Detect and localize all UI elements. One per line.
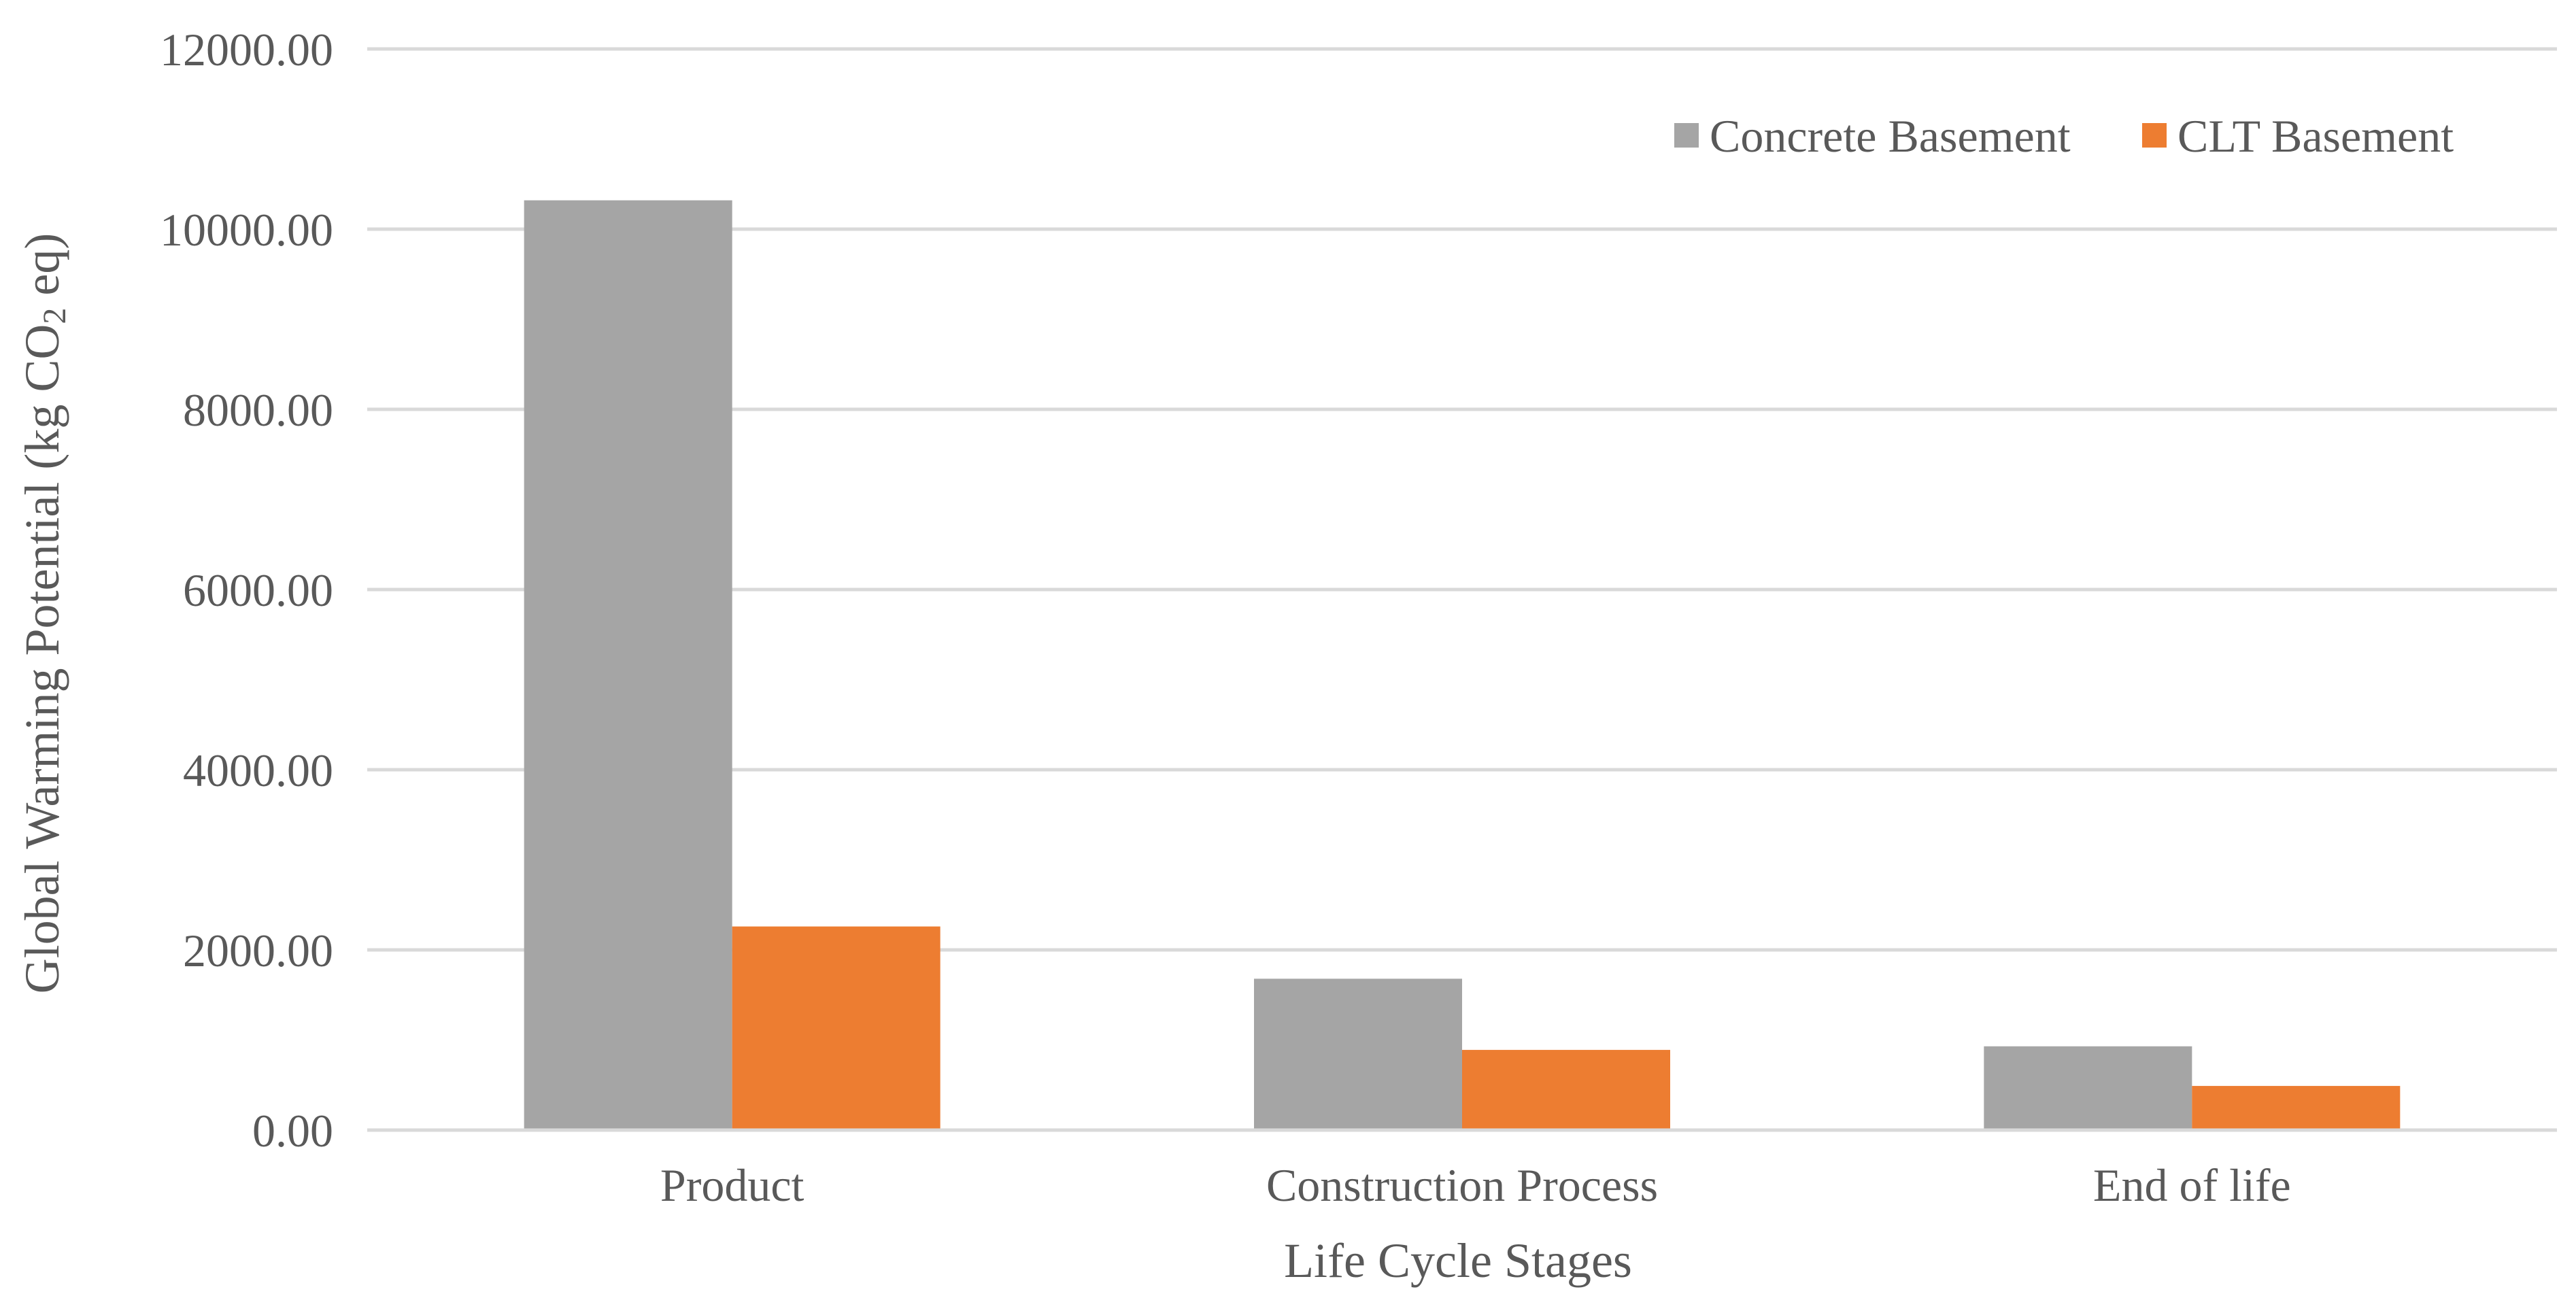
y-axis-title-main: Global Warming Potential (kg CO: [15, 324, 69, 994]
y-tick-label: 12000.00: [160, 24, 333, 75]
y-tick-label: 8000.00: [183, 384, 333, 436]
x-axis-categories: Product Construction Process End of life: [660, 1159, 2291, 1211]
y-axis-title: Global Warming Potential (kg CO2 eq): [15, 233, 73, 994]
x-category-label: Product: [660, 1159, 804, 1211]
x-axis-title: Life Cycle Stages: [1284, 1233, 1632, 1288]
bar-clt-basement-construction-process: [1462, 1050, 1670, 1130]
bar-concrete-basement-end-of-life: [1984, 1046, 2192, 1130]
y-tick-label: 10000.00: [160, 204, 333, 256]
y-tick-label: 0.00: [252, 1105, 333, 1157]
y-axis-title-end: eq): [15, 233, 69, 308]
bar-concrete-basement-product: [524, 200, 732, 1131]
legend-label-clt: CLT Basement: [2177, 110, 2454, 162]
y-tick-label: 2000.00: [183, 925, 333, 976]
y-axis-title-subscript: 2: [37, 308, 73, 324]
x-category-label: Construction Process: [1266, 1159, 1658, 1211]
legend-label-concrete: Concrete Basement: [1710, 110, 2071, 162]
y-axis-ticks: 0.00 2000.00 4000.00 6000.00 8000.00 10000.00…: [160, 24, 333, 1157]
bar-clt-basement-end-of-life: [2192, 1086, 2401, 1130]
x-category-label: End of life: [2093, 1159, 2291, 1211]
y-tick-label: 4000.00: [183, 745, 333, 796]
bars: [367, 200, 2557, 1132]
legend-swatch-clt: [2142, 123, 2167, 148]
legend: Concrete Basement CLT Basement: [1674, 110, 2454, 162]
bar-concrete-basement-construction-process: [1254, 978, 1462, 1130]
y-tick-label: 6000.00: [183, 564, 333, 616]
legend-swatch-concrete: [1674, 123, 1699, 148]
bar-clt-basement-product: [732, 926, 940, 1130]
